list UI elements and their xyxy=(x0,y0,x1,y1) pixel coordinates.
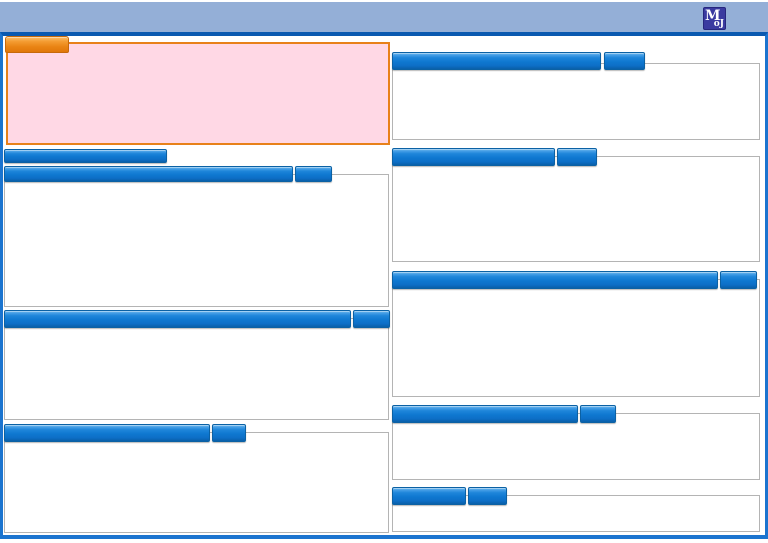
panel-title-bar[interactable] xyxy=(4,310,351,328)
highlight-region[interactable] xyxy=(6,42,390,145)
panel-action-button[interactable] xyxy=(295,166,332,182)
moj-logo[interactable]: M oJ xyxy=(703,7,726,30)
logo-monogram-bottom: oJ xyxy=(713,19,724,29)
panel-content-box xyxy=(4,318,389,420)
panel-content-box xyxy=(4,432,389,533)
panel-action-button[interactable] xyxy=(468,487,507,505)
panel-action-button[interactable] xyxy=(604,52,645,70)
panel-content-box xyxy=(392,156,760,262)
panel-action-button[interactable] xyxy=(557,148,597,166)
panel-action-button[interactable] xyxy=(580,405,616,423)
panel-content-box xyxy=(392,413,760,480)
panel-title-bar[interactable] xyxy=(392,52,601,70)
panel-action-button[interactable] xyxy=(212,424,246,442)
panel-title-bar[interactable] xyxy=(392,487,466,505)
panel-title-bar[interactable] xyxy=(4,166,293,182)
logo-monogram-top: M xyxy=(705,8,721,24)
section-bar-left[interactable] xyxy=(4,149,167,163)
panel-content-box xyxy=(4,174,389,307)
panel-title-bar[interactable] xyxy=(392,271,718,289)
panel-title-bar[interactable] xyxy=(4,424,210,442)
panel-action-button[interactable] xyxy=(353,310,390,328)
panel-title-bar[interactable] xyxy=(392,405,578,423)
panel-action-button[interactable] xyxy=(720,271,757,289)
panel-content-box xyxy=(392,63,760,140)
panel-title-bar[interactable] xyxy=(392,148,555,166)
top-header-bar: M oJ xyxy=(0,2,768,32)
panel-content-box xyxy=(392,279,760,397)
highlight-tab[interactable] xyxy=(5,36,69,53)
